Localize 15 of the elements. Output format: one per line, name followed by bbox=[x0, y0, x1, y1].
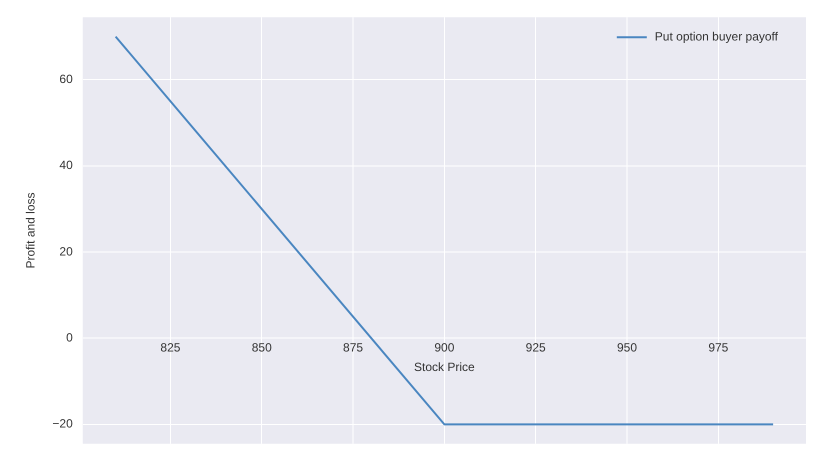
x-tick-label: 925 bbox=[526, 340, 546, 355]
y-tick-label: −20 bbox=[52, 416, 74, 431]
x-axis-title: Stock Price bbox=[414, 360, 476, 374]
x-tick-label: 875 bbox=[343, 340, 364, 355]
y-axis-title: Profit and loss bbox=[24, 192, 38, 269]
y-tick-label: 40 bbox=[59, 158, 74, 172]
x-tick-label: 950 bbox=[617, 340, 638, 355]
x-tick-label: 825 bbox=[160, 340, 181, 355]
x-tick-label: 850 bbox=[252, 340, 272, 355]
x-tick-label: 975 bbox=[708, 340, 729, 355]
y-tick-label: 60 bbox=[59, 72, 74, 86]
y-tick-label: 20 bbox=[59, 244, 74, 258]
y-tick-label: 0 bbox=[66, 330, 74, 345]
legend-label: Put option buyer payoff bbox=[654, 30, 779, 44]
x-tick-label: 900 bbox=[434, 340, 455, 355]
